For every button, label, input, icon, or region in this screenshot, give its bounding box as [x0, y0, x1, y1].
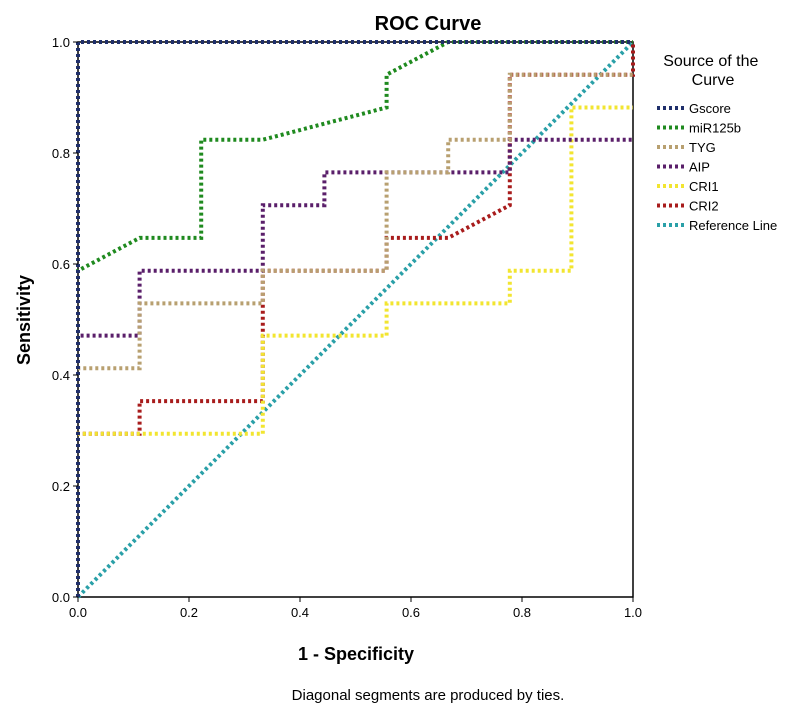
legend-label-mir125b: miR125b — [689, 121, 741, 136]
x-tick-label: 0.4 — [291, 605, 309, 620]
x-tick-label: 0.6 — [402, 605, 420, 620]
series-line-reference-line — [76, 40, 635, 599]
x-tick-label: 0.8 — [513, 605, 531, 620]
series-line-mir125b — [76, 40, 633, 597]
x-axis-label: 1 - Specificity — [298, 644, 414, 664]
y-tick-label: 0.6 — [52, 257, 70, 272]
legend-label-cri1: CRI1 — [689, 179, 719, 194]
series-line-cri1 — [76, 105, 633, 597]
series-layer — [76, 40, 635, 599]
series-line-tyg — [76, 72, 633, 597]
footnote: Diagonal segments are produced by ties. — [292, 687, 565, 704]
legend-title: Source of the Curve — [663, 53, 763, 89]
y-tick-label: 0.2 — [52, 479, 70, 494]
y-tick-label: 0.8 — [52, 146, 70, 161]
y-axis-ticks: 0.0 0.2 0.4 0.6 0.8 1.0 — [52, 35, 78, 605]
series-line-aip — [76, 137, 633, 597]
x-tick-label: 0.0 — [69, 605, 87, 620]
chart-title: ROC Curve — [375, 13, 482, 35]
legend-label-aip: AIP — [689, 160, 710, 175]
legend-label-cri2: CRI2 — [689, 199, 719, 214]
legend: Source of the Curve Gscore miR125b TYG AIP C… — [657, 53, 777, 233]
legend-label-gscore: Gscore — [689, 101, 731, 116]
y-tick-label: 1.0 — [52, 35, 70, 50]
x-tick-label: 0.2 — [180, 605, 198, 620]
legend-label-reference-line: Reference Line — [689, 218, 777, 233]
x-tick-label: 1.0 — [624, 605, 642, 620]
y-tick-label: 0.0 — [52, 590, 70, 605]
y-tick-label: 0.4 — [52, 368, 70, 383]
y-axis-label: Sensitivity — [14, 275, 34, 365]
legend-items: Gscore miR125b TYG AIP CRI1 CRI2 Reference Lin… — [657, 101, 777, 233]
x-axis-ticks: 0.0 0.2 0.4 0.6 0.8 1.0 — [69, 597, 642, 620]
legend-label-tyg: TYG — [689, 140, 716, 155]
